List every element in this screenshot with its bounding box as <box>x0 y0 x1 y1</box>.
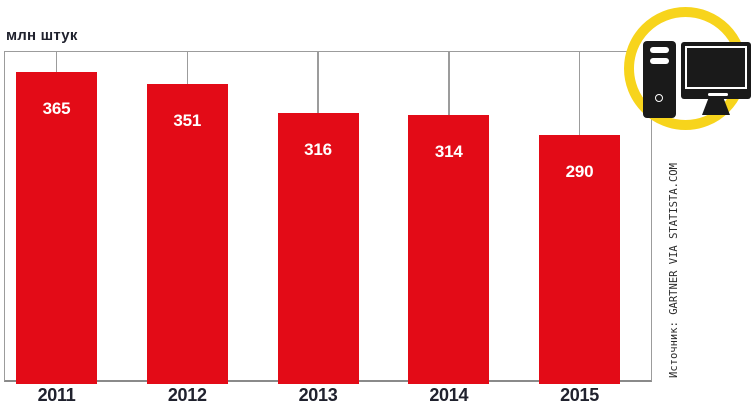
tower-drive-slot-icon <box>650 47 669 53</box>
monitor-slot-icon <box>708 93 728 96</box>
computer-tower-icon <box>643 41 676 118</box>
dropline <box>55 51 58 72</box>
bar-2011: 365 <box>16 72 97 384</box>
bar-value-label: 314 <box>434 142 463 161</box>
bar-value-label: 365 <box>42 99 71 118</box>
x-axis-label-2015: 2015 <box>560 385 599 405</box>
dropline <box>448 51 450 115</box>
bar-2013: 316 <box>277 113 359 384</box>
bar-value-label: 316 <box>304 140 332 159</box>
bar-value-label: 290 <box>565 162 594 181</box>
bar-2012: 351 <box>146 84 228 384</box>
unit-label: млн штук <box>6 27 78 44</box>
dropline <box>317 51 319 113</box>
x-axis-label-2014: 2014 <box>429 385 469 405</box>
monitor-icon <box>681 42 751 99</box>
desktop-computer-icon <box>624 7 751 130</box>
tower-power-button-icon <box>655 94 663 102</box>
dropline <box>186 51 188 84</box>
monitor-stand-icon <box>702 99 730 115</box>
x-axis-label-2013: 2013 <box>298 385 338 405</box>
tower-drive-slot-icon <box>650 58 669 64</box>
monitor-screen-icon <box>685 46 747 89</box>
source-attribution-label: Источник: GARTNER VIA STATISTA.COM <box>668 163 680 378</box>
x-axis-label-2011: 2011 <box>37 385 76 405</box>
bar-2015: 290 <box>539 135 620 384</box>
x-axis-label-2012: 2012 <box>167 385 207 405</box>
dropline <box>578 51 581 135</box>
bar-value-label: 351 <box>173 111 202 130</box>
bar-2014: 314 <box>408 115 490 384</box>
